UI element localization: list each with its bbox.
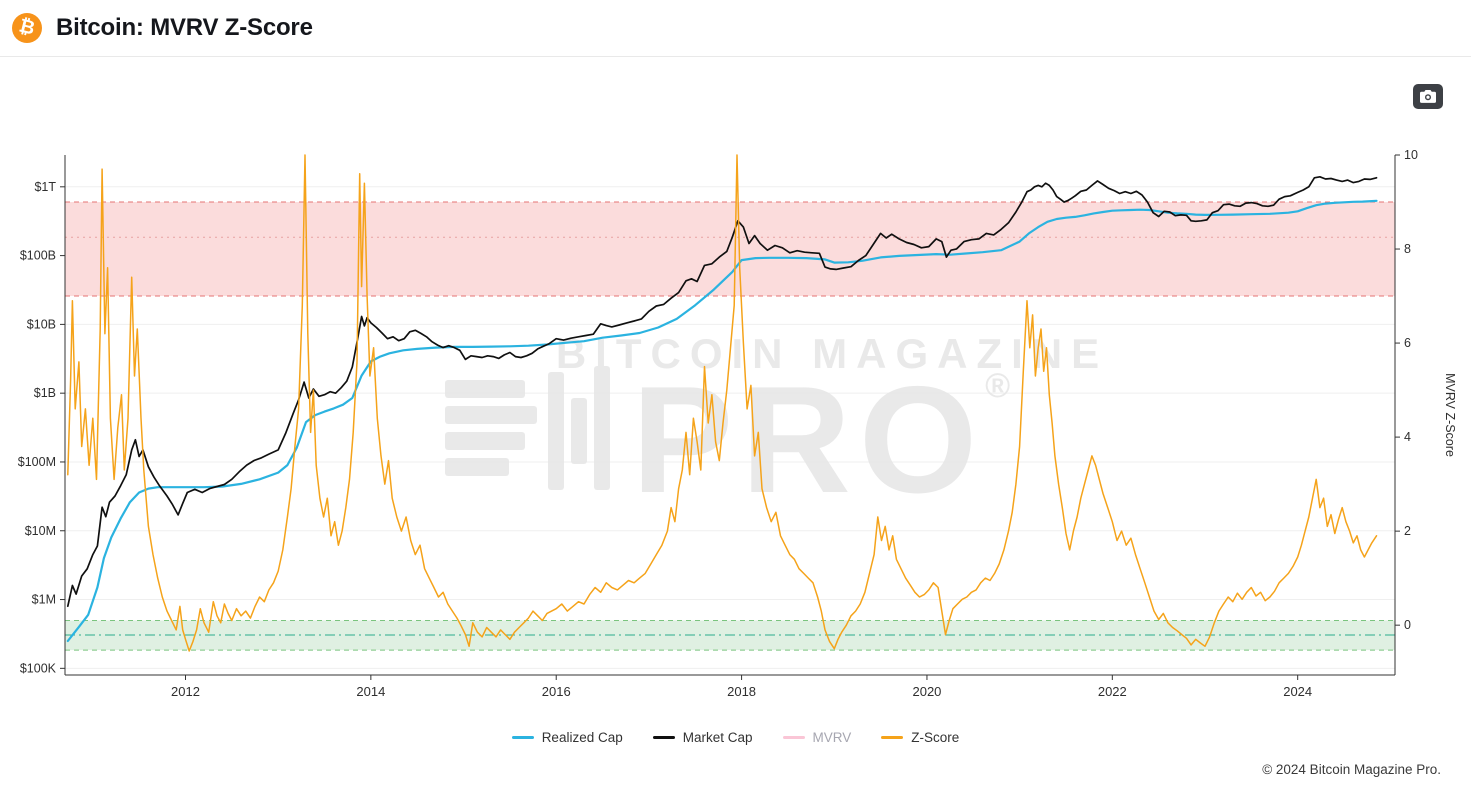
series-z-score[interactable] <box>67 154 1378 652</box>
legend-item-z-score[interactable]: Z-Score <box>881 730 959 745</box>
y-left-tick-label: $100B <box>20 249 56 263</box>
camera-screenshot-button[interactable] <box>1413 84 1443 109</box>
series-market-cap[interactable] <box>66 175 1378 608</box>
watermark-logo-bar <box>445 458 509 476</box>
watermark-logo-bar <box>445 432 525 450</box>
svg-text:BITCOIN MAGAZINE: BITCOIN MAGAZINE <box>556 330 1108 377</box>
legend-swatch <box>511 736 534 739</box>
x-tick-label: 2014 <box>356 684 385 699</box>
legend-label: Z-Score <box>911 730 960 745</box>
watermark-logo-bar <box>445 406 537 424</box>
x-tick-label: 2018 <box>727 684 756 699</box>
copyright-text: © 2024 Bitcoin Magazine Pro. <box>1262 762 1441 777</box>
header: ₿ Bitcoin: MVRV Z-Score <box>0 0 1471 57</box>
watermark-logo-bar <box>445 380 525 398</box>
y-left-tick-label: $100M <box>18 455 56 469</box>
x-tick-label: 2022 <box>1098 684 1127 699</box>
y-left-tick-label: $1B <box>34 386 56 400</box>
legend: Realized Cap Market Cap MVRV Z-Score <box>0 730 1471 745</box>
camera-icon <box>1420 90 1436 103</box>
legend-swatch <box>881 736 904 739</box>
y-left-tick-label: $1M <box>32 593 56 607</box>
y-right-axis-title: MVRV Z-Score <box>1443 373 1457 457</box>
watermark-logo-bar <box>571 398 587 464</box>
y-right-tick-label: 2 <box>1404 524 1411 538</box>
x-tick-label: 2012 <box>171 684 200 699</box>
legend-item-market-cap[interactable]: Market Cap <box>652 730 753 745</box>
zscore-bands <box>65 201 1395 651</box>
legend-swatch <box>782 736 805 739</box>
x-tick-label: 2016 <box>542 684 571 699</box>
axes: $100K $1M $10M $100M $1B $10B $100B $1T 0 2 4 6 8 10 2… <box>18 148 1457 699</box>
svg-text:PRO®: PRO® <box>632 355 1018 525</box>
legend-label: Realized Cap <box>541 730 623 745</box>
y-left-tick-label: $10M <box>25 524 56 538</box>
watermark-logo-bar <box>594 366 610 490</box>
legend-label: MVRV <box>812 730 852 745</box>
page-title: Bitcoin: MVRV Z-Score <box>56 14 313 41</box>
y-right-tick-label: 10 <box>1404 148 1418 162</box>
y-right-tick-label: 8 <box>1404 242 1411 256</box>
x-tick-label: 2020 <box>912 684 941 699</box>
legend-item-mvrv[interactable]: MVRV <box>782 730 852 745</box>
x-tick-label: 2024 <box>1283 684 1312 699</box>
legend-item-realized-cap[interactable]: Realized Cap <box>511 730 623 745</box>
legend-swatch <box>652 736 675 739</box>
y-left-tick-label: $100K <box>20 661 57 675</box>
y-left-tick-label: $1T <box>34 180 56 194</box>
series[interactable] <box>66 154 1378 652</box>
y-right-tick-label: 0 <box>1404 618 1411 632</box>
y-left-tick-label: $10B <box>27 317 56 331</box>
legend-label: Market Cap <box>682 730 753 745</box>
series-realized-cap[interactable] <box>66 199 1378 643</box>
bitcoin-logo-icon: ₿ <box>12 13 42 43</box>
y-right-tick-label: 6 <box>1404 336 1411 350</box>
y-right-tick-label: 4 <box>1404 430 1411 444</box>
watermark-logo-bar <box>548 372 564 490</box>
